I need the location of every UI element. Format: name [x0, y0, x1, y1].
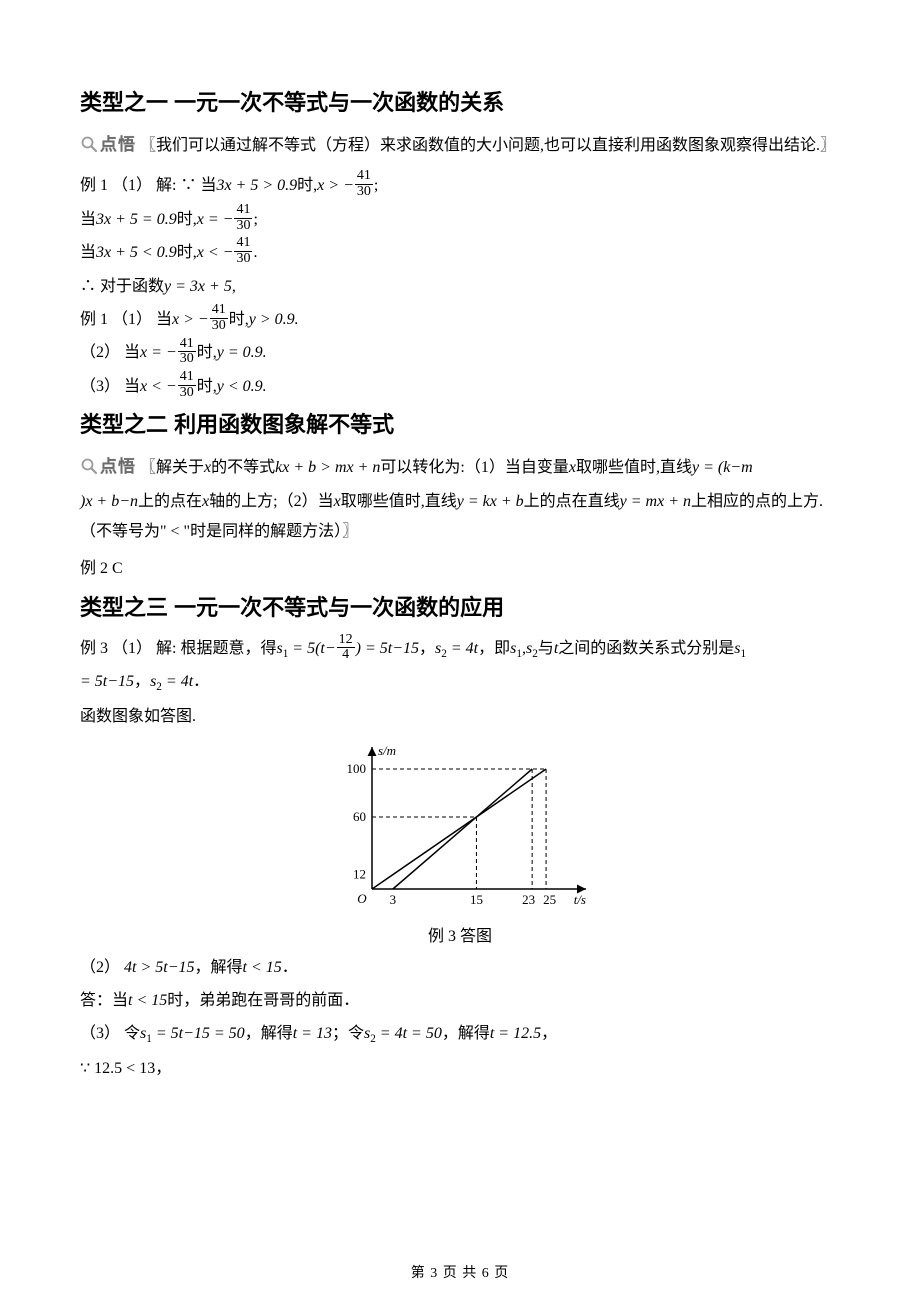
svg-text:12: 12: [353, 866, 366, 881]
page: 类型之一 一元一次不等式与一次函数的关系 点悟 〖我们可以通过解不等式（方程）来…: [0, 0, 920, 1302]
svg-text:60: 60: [353, 809, 366, 824]
ex2-answer: 例 2 C: [80, 553, 840, 584]
ex3-figure: 12 60 100 3 15 23 25 Os/m t/s 例 3 答图: [80, 743, 840, 946]
ex3-p1: 例 3 （1） 解: 根据题意，得s1 = 5(t−124) = 5t−15，s…: [80, 633, 840, 699]
magnifier-icon: [80, 134, 98, 164]
section2-title: 类型之二 利用函数图象解不等式: [80, 410, 840, 441]
svg-text:s/m: s/m: [378, 743, 396, 758]
ex1-res1: 例 1 （1） 当x > −4130时,y > 0.9.: [80, 304, 840, 336]
svg-text:23: 23: [522, 892, 535, 907]
ex1-line1: 例 1 （1） 解: ∵ 当3x + 5 > 0.9时,x > −4130;: [80, 170, 840, 202]
ex3-p3: （2） 4t > 5t−15，解得t < 15．: [80, 952, 840, 983]
figure-caption: 例 3 答图: [80, 922, 840, 946]
section1-hint-text: 〖我们可以通过解不等式（方程）来求函数值的大小问题,也可以直接利用函数图象观察得…: [140, 137, 836, 154]
dianwu-label-2: 点悟: [100, 457, 136, 476]
ex3-p4: 答：当t < 15时，弟弟跑在哥哥的前面．: [80, 985, 840, 1016]
ex1-line3: 当3x + 5 < 0.9时,x < −4130.: [80, 237, 840, 269]
section3-title: 类型之三 一元一次不等式与一次函数的应用: [80, 593, 840, 624]
magnifier-icon: [80, 456, 98, 486]
svg-text:O: O: [357, 891, 367, 906]
ex3-p5: （3） 令s1 = 5t−15 = 50，解得t = 13；令s2 = 4t =…: [80, 1018, 840, 1051]
line-chart: 12 60 100 3 15 23 25 Os/m t/s: [330, 743, 590, 913]
svg-text:3: 3: [390, 892, 397, 907]
ex1-line2: 当3x + 5 = 0.9时,x = −4130;: [80, 204, 840, 236]
ex1-line4: ∴ 对于函数y = 3x + 5,: [80, 271, 840, 302]
section2-hint: 点悟 〖解关于x的不等式kx + b > mx + n可以转化为:（1）当自变量…: [80, 451, 840, 547]
ex1-res3: （3） 当x < −4130时,y < 0.9.: [80, 371, 840, 403]
ex1-res2: （2） 当x = −4130时,y = 0.9.: [80, 337, 840, 369]
section1-title: 类型之一 一元一次不等式与一次函数的关系: [80, 88, 840, 119]
svg-text:15: 15: [470, 892, 483, 907]
dianwu-label-1: 点悟: [100, 135, 136, 154]
ex3-p2: 函数图象如答图.: [80, 701, 840, 732]
section2-hint-text: 〖解关于x的不等式kx + b > mx + n可以转化为:（1）当自变量x取哪…: [80, 459, 823, 540]
page-footer: 第 3 页 共 6 页: [0, 1262, 920, 1282]
svg-text:25: 25: [543, 892, 556, 907]
svg-text:100: 100: [347, 761, 367, 776]
section1-hint: 点悟 〖我们可以通过解不等式（方程）来求函数值的大小问题,也可以直接利用函数图象…: [80, 129, 840, 164]
svg-text:t/s: t/s: [574, 892, 586, 907]
ex3-p6: ∵ 12.5 < 13，: [80, 1053, 840, 1084]
